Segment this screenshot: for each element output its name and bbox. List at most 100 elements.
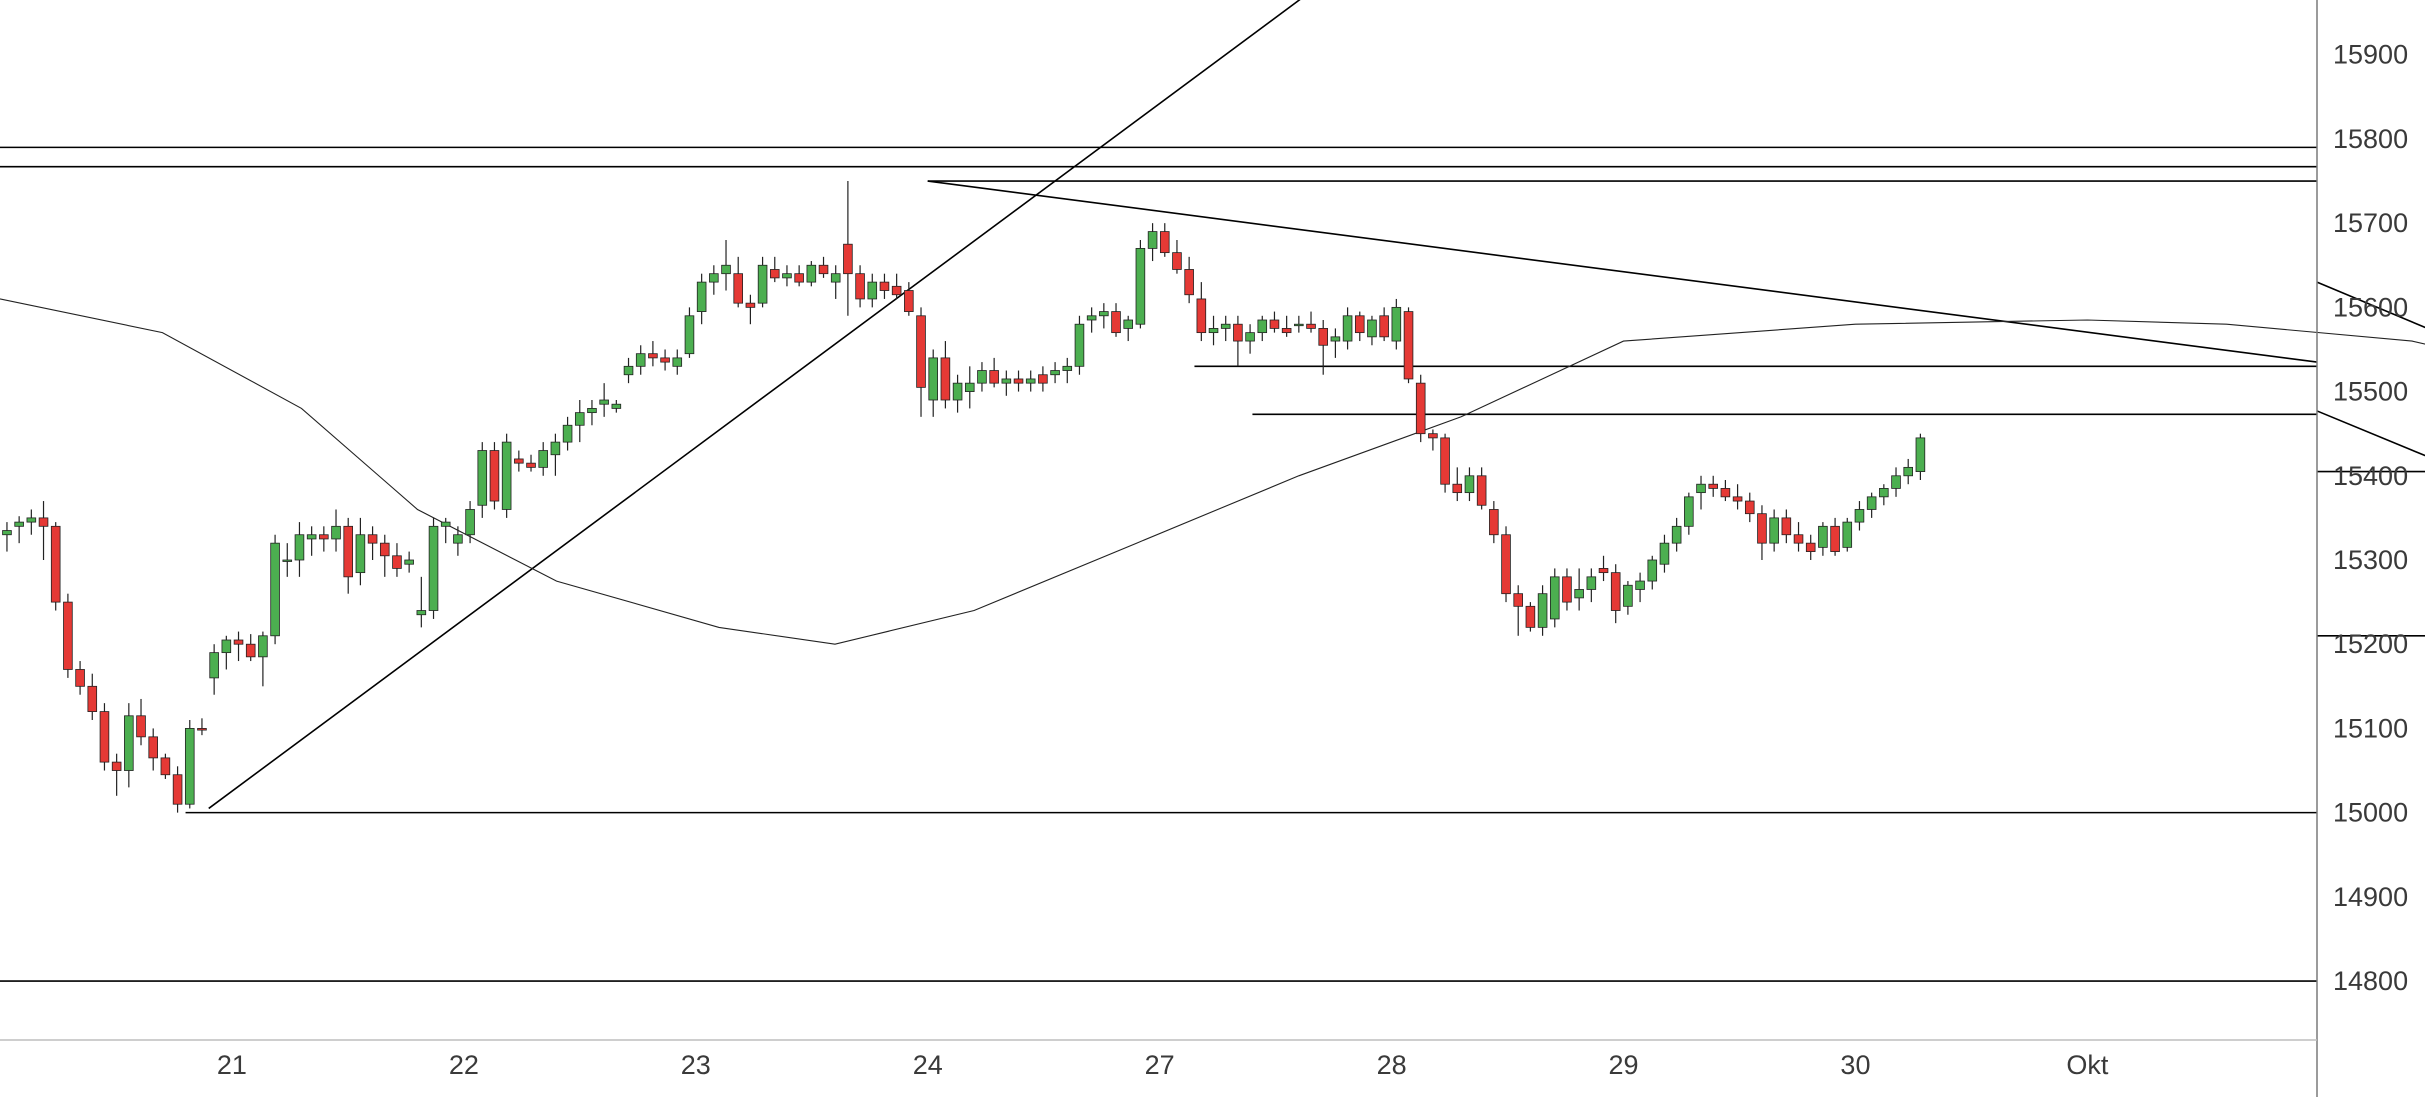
candle-up [1915,437,1926,472]
candle-down [1196,298,1207,334]
time-axis[interactable]: 21 22 23 24 27 28 29 30 Okt [217,1050,2109,1080]
candle-down [1501,534,1511,595]
candle-up [1147,231,1158,249]
candle-down [855,273,865,300]
candle-down [197,728,207,731]
candle-down [343,525,353,578]
candle-down [1805,542,1816,552]
price-tick-label: 15000 [2333,798,2408,828]
date-tick-label: 28 [1377,1050,1407,1080]
candle-up [1220,323,1231,329]
price-tick-label: 14900 [2333,882,2408,912]
date-tick-label: Okt [2066,1050,2109,1080]
candle-up [587,408,597,414]
candle-up [1062,365,1073,371]
date-tick-label: 30 [1840,1050,1870,1080]
candle-down [1476,475,1487,506]
candle-up [1769,517,1779,544]
price-tick-label: 15600 [2333,292,2408,322]
candle-down [1452,483,1463,494]
candle-up [1294,323,1304,327]
candle-down [1428,433,1438,439]
candle-up [684,315,695,355]
candle-down [1111,311,1121,334]
candle-down [1708,483,1718,489]
trend-line [208,0,1301,810]
candle-down [904,290,914,312]
price-tick-label: 15200 [2333,629,2408,659]
candle-up [1659,542,1670,565]
candle-up [1330,336,1341,342]
drawing-lines [0,0,2425,982]
candle-down [1038,374,1048,384]
candle-down [891,285,902,296]
candle-down [1184,269,1194,296]
candle-up [1208,328,1219,334]
candle-up [1050,370,1060,376]
candle-down [1354,315,1365,334]
price-tick-label: 15800 [2333,124,2408,154]
candle-down [148,736,158,759]
date-tick-label: 21 [217,1050,247,1080]
candle-up [635,353,646,367]
date-tick-label: 24 [913,1050,943,1080]
candle-up [623,365,634,376]
candle-up [928,357,938,401]
candle-up [1086,315,1097,321]
candle-down [75,669,85,687]
candle-up [282,559,293,562]
candle-up [977,370,987,384]
candle-up [465,509,475,536]
candle-down [733,273,743,304]
candle-up [562,424,573,443]
price-tick-label: 15900 [2333,40,2408,70]
candle-up [611,403,622,409]
candle-up [574,412,585,426]
price-tick-label: 15500 [2333,377,2408,407]
moving-average-line [0,298,2425,645]
candle-up [782,273,792,279]
candle-up [221,639,232,654]
candle-up [209,652,219,679]
candle-down [1732,496,1743,502]
price-tick-label: 15700 [2333,208,2408,238]
candle-up [1367,319,1377,338]
candle-down [1525,605,1536,628]
date-tick-label: 29 [1609,1050,1639,1080]
candle-up [184,728,195,805]
trend-line [2316,281,2425,329]
candle-up [696,281,707,312]
candle-down [50,525,61,603]
candle-down [489,450,500,502]
candle-up [1549,576,1560,620]
price-axis[interactable]: 15900 15800 15700 15600 15500 15400 15300 15200… [2333,40,2408,996]
candle-down [794,273,804,283]
candle-down [1415,382,1426,435]
candle-down [1513,593,1523,607]
candle-down [1403,311,1414,380]
candle-up [599,399,609,405]
candle-up [757,264,768,304]
candle-up [1623,584,1633,607]
candle-up [1123,319,1133,329]
candle-down [1757,513,1767,544]
date-tick-label: 23 [681,1050,711,1080]
candle-up [806,264,817,283]
candle-down [172,774,183,805]
candle-up [721,264,731,275]
candle-up [26,517,37,523]
candle-up [867,281,878,300]
candle-up [306,534,317,540]
candles-layer [2,181,1926,813]
candle-down [745,302,756,308]
candle-up [1574,589,1584,599]
candle-up [672,357,683,367]
candle-down [843,243,853,275]
candle-up [830,273,841,283]
candle-down [1489,509,1499,536]
candle-down [648,353,658,359]
candle-up [1635,580,1645,590]
candle-up [1866,496,1877,510]
candle-down [1830,525,1840,552]
